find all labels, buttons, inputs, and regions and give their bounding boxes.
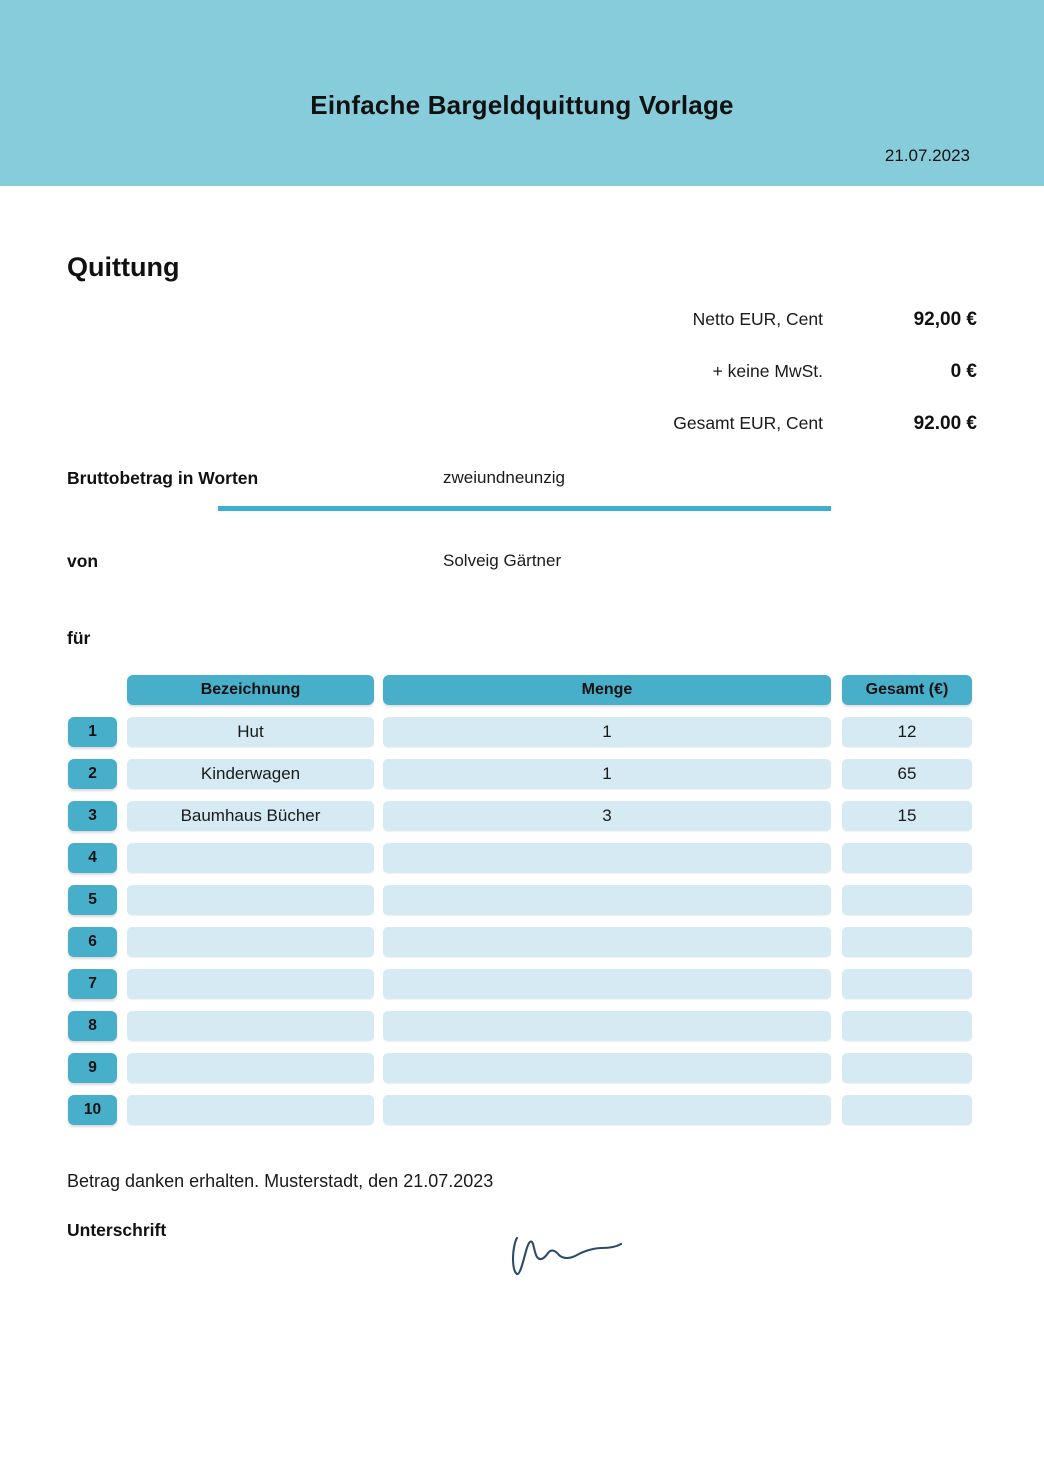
cell-gesamt: 12 <box>842 717 972 747</box>
cell-gesamt <box>842 843 972 873</box>
cell-gesamt <box>842 969 972 999</box>
from-label: von <box>67 551 99 571</box>
cell-menge: 3 <box>383 801 831 831</box>
header-date: 21.07.2023 <box>884 146 970 165</box>
table-header-row: Bezeichnung Menge Gesamt (€) <box>0 675 1044 705</box>
table-row: 3 Baumhaus Bücher 3 15 <box>0 801 1044 831</box>
table-row: 1 Hut 1 12 <box>0 717 1044 747</box>
amount-in-words-value: zweiundneunzig <box>443 468 565 487</box>
table-row: 8 <box>0 1011 1044 1041</box>
cell-bezeichnung <box>127 885 374 915</box>
cell-menge <box>383 1095 831 1125</box>
page-title: Einfache Bargeldquittung Vorlage <box>310 90 734 120</box>
table-row: 2 Kinderwagen 1 65 <box>0 759 1044 789</box>
column-header-gesamt: Gesamt (€) <box>842 675 972 705</box>
table-row: 6 <box>0 927 1044 957</box>
receipt-heading: Quittung <box>67 252 180 282</box>
cell-bezeichnung: Baumhaus Bücher <box>127 801 374 831</box>
gesamt-label: Gesamt EUR, Cent <box>673 413 823 433</box>
cell-gesamt: 65 <box>842 759 972 789</box>
row-number-badge: 3 <box>68 801 117 831</box>
cell-bezeichnung <box>127 927 374 957</box>
cell-gesamt <box>842 885 972 915</box>
cell-menge <box>383 1053 831 1083</box>
row-number-badge: 4 <box>68 843 117 873</box>
cell-gesamt <box>842 927 972 957</box>
row-number-badge: 5 <box>68 885 117 915</box>
row-number-badge: 9 <box>68 1053 117 1083</box>
cell-gesamt <box>842 1053 972 1083</box>
cell-menge <box>383 885 831 915</box>
row-number-badge: 6 <box>68 927 117 957</box>
for-label: für <box>67 628 91 648</box>
gesamt-row: Gesamt EUR, Cent 92.00 € <box>673 413 977 435</box>
column-header-bezeichnung: Bezeichnung <box>127 675 374 705</box>
cell-menge <box>383 969 831 999</box>
table-row: 4 <box>0 843 1044 873</box>
cell-bezeichnung: Kinderwagen <box>127 759 374 789</box>
row-number-badge: 2 <box>68 759 117 789</box>
table-row: 7 <box>0 969 1044 999</box>
row-number-badge: 1 <box>68 717 117 747</box>
table-row: 5 <box>0 885 1044 915</box>
cell-bezeichnung <box>127 843 374 873</box>
signature-image <box>511 1236 623 1276</box>
received-note: Betrag danken erhalten. Musterstadt, den… <box>67 1171 494 1191</box>
column-header-menge: Menge <box>383 675 831 705</box>
gesamt-value: 92.00 € <box>913 413 977 434</box>
cell-bezeichnung <box>127 969 374 999</box>
cell-bezeichnung <box>127 1053 374 1083</box>
cell-menge <box>383 1011 831 1041</box>
netto-value: 92,00 € <box>913 309 977 330</box>
table-row: 10 <box>0 1095 1044 1125</box>
cell-menge: 1 <box>383 717 831 747</box>
cell-gesamt <box>842 1095 972 1125</box>
cell-menge: 1 <box>383 759 831 789</box>
amount-in-words-underline <box>218 506 831 511</box>
table-row: 9 <box>0 1053 1044 1083</box>
mwst-label: + keine MwSt. <box>712 361 823 381</box>
cell-bezeichnung <box>127 1095 374 1125</box>
row-number-badge: 8 <box>68 1011 117 1041</box>
amount-in-words-label: Bruttobetrag in Worten <box>67 468 259 488</box>
from-value: Solveig Gärtner <box>443 551 562 570</box>
cell-menge <box>383 843 831 873</box>
header-banner: Einfache Bargeldquittung Vorlage 21.07.2… <box>0 0 1044 186</box>
cell-menge <box>383 927 831 957</box>
row-number-badge: 7 <box>68 969 117 999</box>
signature-label: Unterschrift <box>67 1220 167 1240</box>
mwst-row: + keine MwSt. 0 € <box>713 361 977 383</box>
cell-gesamt: 15 <box>842 801 972 831</box>
netto-label: Netto EUR, Cent <box>692 309 823 329</box>
cell-bezeichnung <box>127 1011 374 1041</box>
mwst-value: 0 € <box>950 361 977 382</box>
row-number-badge: 10 <box>68 1095 117 1125</box>
netto-row: Netto EUR, Cent 92,00 € <box>693 309 977 331</box>
cell-bezeichnung: Hut <box>127 717 374 747</box>
cell-gesamt <box>842 1011 972 1041</box>
